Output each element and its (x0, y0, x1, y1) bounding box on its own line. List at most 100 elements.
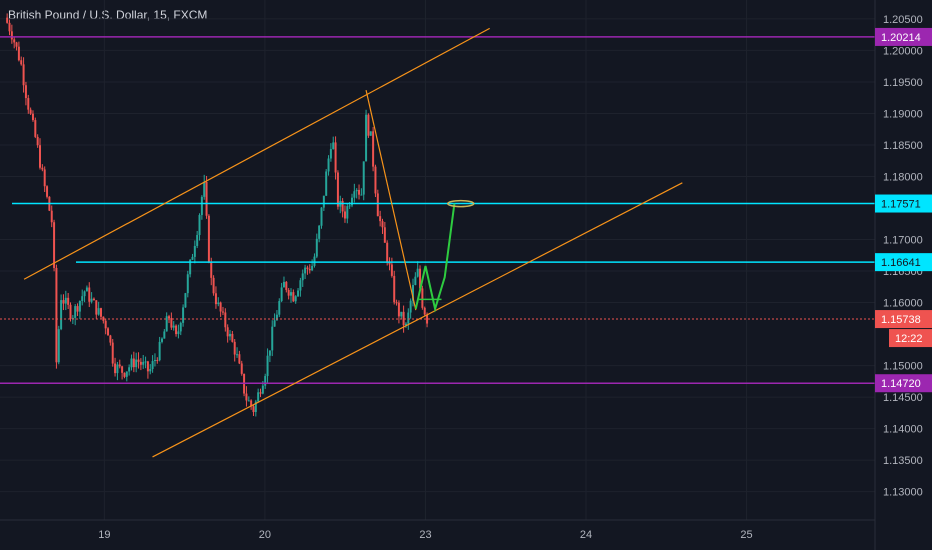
price-badges: 1.20214 1.17571 1.16641 1.14720 1.15738 12:22 (875, 27, 932, 393)
candle-body (153, 360, 156, 362)
candle-body (99, 308, 102, 317)
upper-channel-line (23, 27, 490, 280)
candles (6, 13, 429, 417)
drawing-overlays (0, 27, 875, 458)
candle-body (358, 189, 361, 195)
candle-body (229, 333, 232, 337)
x-tick-label: 23 (419, 529, 431, 541)
candle-body (191, 256, 194, 260)
candle-body (388, 261, 391, 265)
candle-body (236, 354, 239, 356)
candle-body (62, 300, 65, 304)
countdown-badge (889, 329, 932, 348)
candle-body (306, 267, 309, 269)
candle-body (376, 193, 379, 217)
candle-body (55, 267, 58, 363)
candle-body (15, 42, 18, 47)
candle-body (71, 317, 74, 319)
y-tick-label: 1.14500 (883, 392, 923, 404)
candle-body (41, 167, 44, 170)
candle-body (17, 46, 20, 61)
candle-body (261, 385, 264, 394)
candle-body (257, 392, 260, 402)
candle-body (210, 262, 213, 278)
candle-body (421, 288, 424, 308)
candle-body (318, 225, 321, 239)
candle-body (247, 400, 250, 402)
candle-body (60, 300, 63, 330)
candle-body (231, 333, 234, 342)
x-tick-label: 19 (98, 529, 110, 541)
y-tick-label: 1.16000 (883, 298, 923, 310)
y-tick-label: 1.18000 (883, 171, 923, 183)
candle-body (381, 221, 384, 228)
candle-body (207, 215, 210, 263)
candle-body (221, 311, 224, 313)
y-tick-label: 1.19000 (883, 108, 923, 120)
current-price-badge-label: 1.15738 (881, 314, 921, 326)
candle-body (343, 211, 346, 219)
candle-body (224, 312, 227, 328)
candle-body (287, 289, 290, 296)
candle-body (219, 302, 222, 312)
candle-body (334, 142, 337, 173)
candle-body (379, 216, 382, 222)
x-tick-label: 25 (740, 529, 752, 541)
candle-body (285, 281, 288, 290)
candle-body (31, 113, 34, 121)
candle-body (114, 363, 117, 374)
candle-body (395, 302, 398, 304)
candle-body (320, 207, 323, 226)
candle-body (132, 358, 135, 368)
candle-body (67, 297, 70, 305)
current-price-badge (875, 310, 932, 329)
candle-body (266, 355, 269, 377)
candle-body (46, 186, 49, 197)
candle-body (128, 367, 131, 372)
candle-body (24, 85, 27, 99)
candle-body (313, 256, 316, 266)
candle-body (393, 275, 396, 303)
candle-body (299, 280, 302, 291)
candle-body (130, 358, 133, 368)
candle-body (282, 281, 285, 288)
candle-body (264, 376, 267, 386)
candle-body (160, 338, 163, 342)
level-badge (875, 374, 932, 393)
candle-body (64, 297, 67, 304)
candle-body (39, 145, 42, 168)
x-tick-label: 24 (580, 529, 592, 541)
candle-body (332, 142, 335, 150)
candle-body (226, 327, 229, 337)
candle-body (360, 194, 363, 196)
candle-body (268, 350, 271, 356)
candle-body (6, 17, 9, 23)
y-tick-label: 1.14000 (883, 424, 923, 436)
candle-body (362, 161, 365, 195)
candle-body (233, 341, 236, 355)
candle-body (369, 131, 372, 136)
candle-body (179, 322, 182, 332)
level-badge-label: 1.17571 (881, 199, 921, 211)
candle-body (10, 31, 13, 40)
candle-body (322, 195, 325, 208)
candle-body (177, 331, 180, 335)
time-axis: 19 20 23 24 25 (0, 519, 875, 541)
candle-body (196, 235, 199, 246)
candle-body (252, 406, 255, 413)
candle-body (402, 311, 405, 326)
candle-body (163, 331, 166, 339)
candle-body (238, 354, 241, 364)
candle-body (158, 341, 161, 361)
candle-body (280, 287, 283, 302)
target-ellipse (447, 199, 475, 208)
candle-body (311, 265, 314, 271)
y-tick-label: 1.15000 (883, 361, 923, 373)
candle-body (409, 300, 412, 313)
candle-body (81, 296, 84, 301)
candle-body (146, 361, 149, 372)
candle-body (151, 361, 154, 369)
candle-body (175, 325, 178, 335)
candle-body (348, 205, 351, 207)
